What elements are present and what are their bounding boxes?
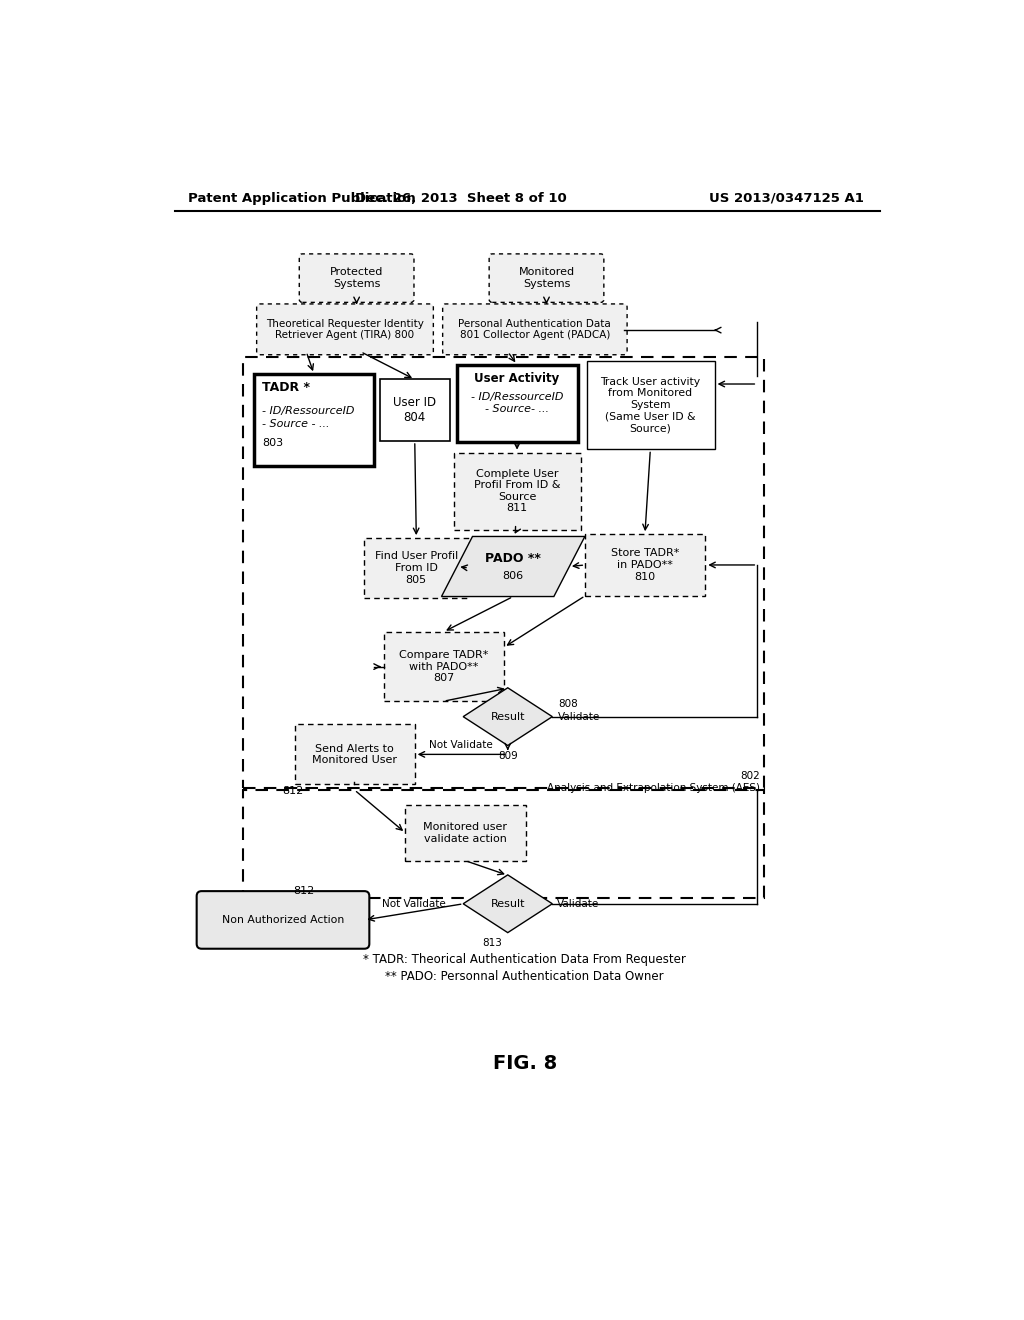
Polygon shape: [441, 536, 585, 597]
Text: Theoretical Requester Identity
Retriever Agent (TIRA) 800: Theoretical Requester Identity Retriever…: [266, 318, 424, 341]
Text: 812: 812: [293, 887, 314, 896]
Text: Send Alerts to
Monitored User: Send Alerts to Monitored User: [311, 743, 397, 766]
Text: - ID/RessourceID
- Source- ...: - ID/RessourceID - Source- ...: [471, 392, 563, 414]
Text: 812: 812: [283, 787, 304, 796]
Text: Protected
Systems: Protected Systems: [330, 267, 383, 289]
Bar: [458, 364, 578, 442]
Text: 802
Analysis and Extrapolation System (AES): 802 Analysis and Extrapolation System (A…: [548, 771, 761, 793]
Text: 806: 806: [503, 570, 523, 581]
Text: Not Validate: Not Validate: [429, 741, 494, 750]
Bar: [586, 535, 706, 595]
Text: Result: Result: [490, 899, 525, 908]
Text: Non Authorized Action: Non Authorized Action: [222, 915, 344, 925]
Text: 809: 809: [498, 751, 517, 760]
Text: 813: 813: [482, 939, 502, 948]
Text: Patent Application Publication: Patent Application Publication: [188, 191, 416, 205]
Text: FIG. 8: FIG. 8: [493, 1053, 557, 1073]
Text: User Activity: User Activity: [474, 372, 560, 385]
Text: Compare TADR*
with PADO**
807: Compare TADR* with PADO** 807: [398, 649, 488, 684]
Text: Validate: Validate: [558, 711, 600, 722]
Text: Complete User
Profil From ID &
Source
811: Complete User Profil From ID & Source 81…: [474, 469, 560, 513]
Bar: [406, 805, 525, 861]
Text: Track User activity
from Monitored
System
(Same User ID &
Source): Track User activity from Monitored Syste…: [600, 376, 700, 433]
Bar: [454, 453, 582, 529]
FancyBboxPatch shape: [197, 891, 370, 949]
Text: ** PADO: Personnal Authentication Data Owner: ** PADO: Personnal Authentication Data O…: [385, 970, 665, 982]
Text: Validate: Validate: [557, 899, 599, 908]
Text: - ID/RessourceID: - ID/RessourceID: [262, 407, 354, 416]
Bar: [365, 539, 469, 598]
Text: TADR *: TADR *: [262, 381, 310, 395]
FancyBboxPatch shape: [489, 253, 604, 302]
Bar: [254, 374, 375, 466]
Polygon shape: [463, 875, 552, 933]
Bar: [384, 632, 504, 701]
Bar: [243, 789, 764, 898]
FancyBboxPatch shape: [442, 304, 627, 355]
Bar: [243, 358, 764, 788]
Text: - Source - ...: - Source - ...: [262, 418, 330, 429]
Text: Personal Authentication Data
801 Collector Agent (PADCA): Personal Authentication Data 801 Collect…: [459, 318, 611, 341]
Text: User ID
804: User ID 804: [393, 396, 436, 424]
Text: Dec. 26, 2013  Sheet 8 of 10: Dec. 26, 2013 Sheet 8 of 10: [355, 191, 567, 205]
Text: Find User Profil
From ID
805: Find User Profil From ID 805: [375, 552, 458, 585]
Bar: [587, 360, 715, 449]
Text: PADO **: PADO **: [485, 552, 541, 565]
Text: Result: Result: [490, 711, 525, 722]
FancyBboxPatch shape: [299, 253, 414, 302]
Text: Monitored user
validate action: Monitored user validate action: [423, 822, 507, 843]
FancyBboxPatch shape: [257, 304, 433, 355]
Text: Not Validate: Not Validate: [382, 899, 445, 908]
Text: Store TADR*
in PADO**
810: Store TADR* in PADO** 810: [610, 548, 679, 582]
Text: 808: 808: [558, 700, 578, 709]
Bar: [295, 725, 415, 784]
Text: * TADR: Theorical Authentication Data From Requester: * TADR: Theorical Authentication Data Fr…: [364, 953, 686, 966]
Text: 803: 803: [262, 438, 284, 449]
Text: US 2013/0347125 A1: US 2013/0347125 A1: [710, 191, 864, 205]
Bar: [380, 379, 450, 441]
Polygon shape: [463, 688, 552, 746]
Text: Monitored
Systems: Monitored Systems: [518, 267, 574, 289]
